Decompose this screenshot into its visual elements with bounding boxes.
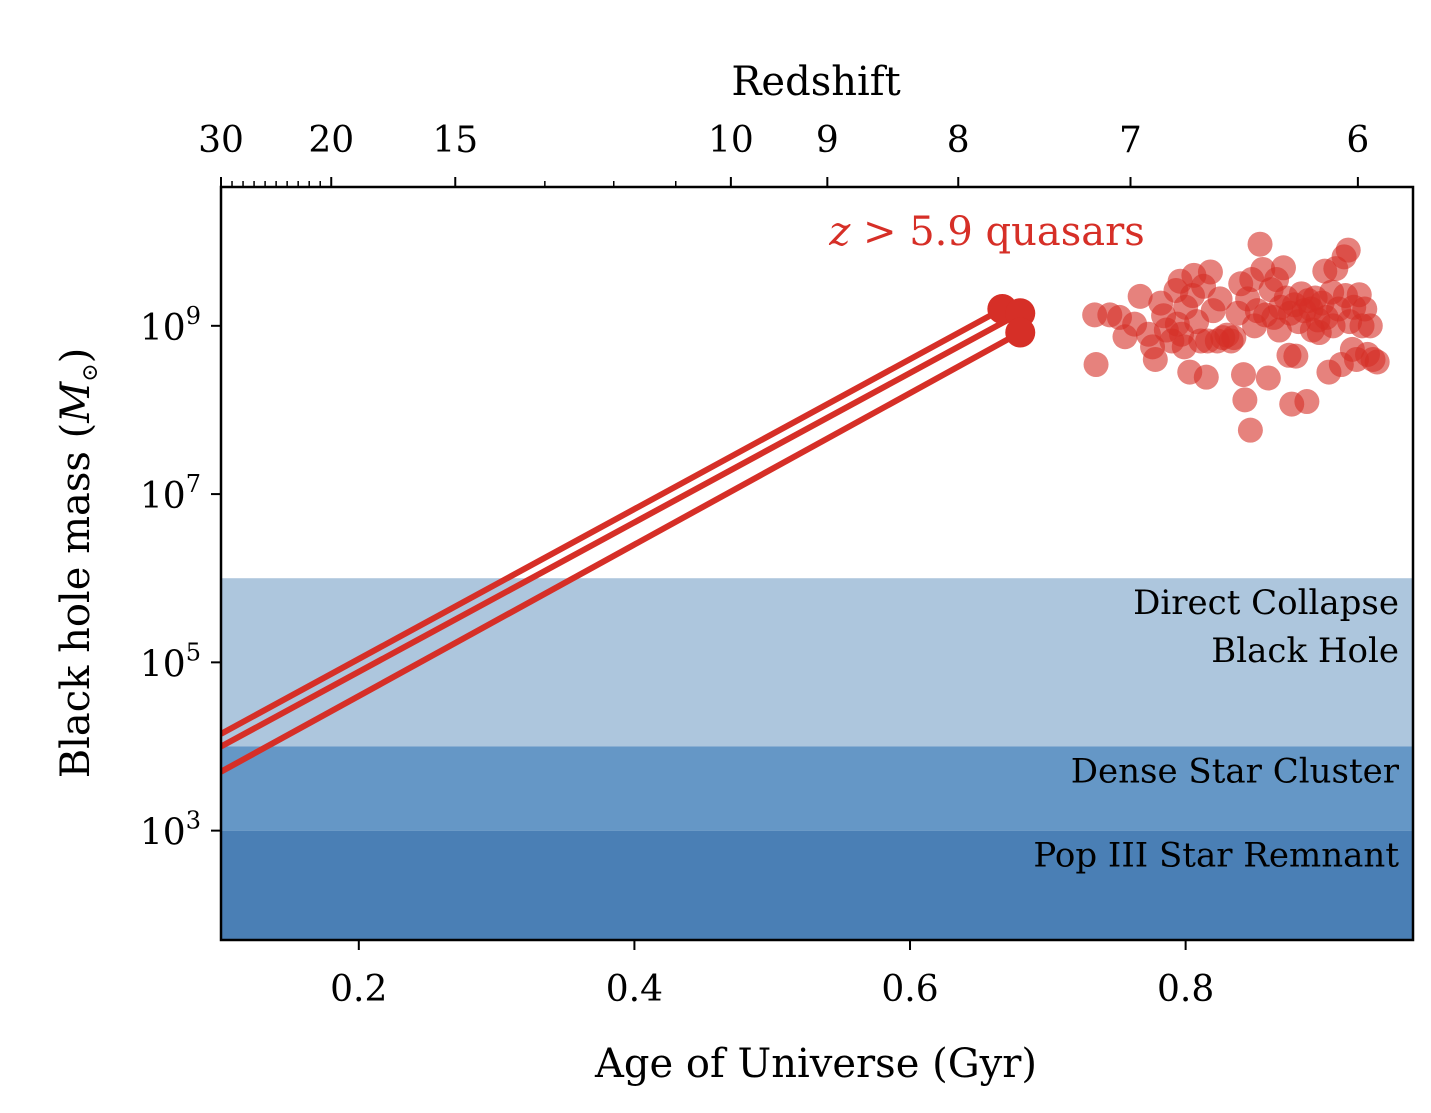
y-tick-label: 105 [140, 638, 201, 685]
y-tick-exponent: 9 [186, 302, 201, 330]
redshift-tick-label: 15 [432, 120, 478, 161]
quasar-point [1207, 286, 1233, 312]
quasar-point [1142, 346, 1168, 372]
x-tick-label: 0.4 [606, 969, 663, 1010]
y-tick-exponent: 5 [186, 638, 201, 666]
quasar-point [1193, 364, 1219, 390]
band-2 [221, 746, 1413, 831]
y-tick-base: 10 [140, 644, 186, 685]
quasar-label: z > 5.9 quasars [828, 209, 1145, 255]
quasar-point [1364, 349, 1390, 375]
quasar-label-z: z [828, 209, 851, 255]
quasar-point [1221, 325, 1247, 351]
quasar-point [1255, 365, 1281, 391]
quasar-point [1237, 417, 1263, 443]
band-label-3-1: Direct Collapse [1133, 583, 1399, 623]
top-axis-title: Redshift [731, 59, 900, 105]
band-label-1: Pop III Star Remnant [1033, 836, 1399, 876]
plot-area: Pop III Star Remnant Dense Star Cluster Di… [221, 231, 1413, 940]
y-axis-title: Black hole mass (M⊙) [53, 348, 103, 779]
y-tick-exponent: 3 [186, 807, 201, 835]
quasar-label-rest: > 5.9 quasars [850, 209, 1145, 255]
band-label-3-2: Black Hole [1211, 631, 1399, 671]
quasar-point [1127, 283, 1153, 309]
growth-track-1 [221, 306, 1004, 737]
plot-frame [219, 185, 1415, 942]
quasar-point [1231, 362, 1257, 388]
growth-track-3 [221, 329, 1022, 775]
quasar-point [1083, 352, 1109, 378]
band-label-2: Dense Star Cluster [1071, 751, 1400, 791]
y-tick-base: 10 [140, 813, 186, 854]
redshift-tick-label: 7 [1119, 120, 1142, 161]
x-tick-label: 0.8 [1157, 969, 1214, 1010]
plot-content: Pop III Star Remnant Dense Star Cluster Di… [221, 231, 1413, 940]
quasar-point [1270, 255, 1296, 281]
redshift-tick-label: 10 [708, 120, 754, 161]
y-axis-title-sun-symbol: ⊙ [78, 363, 103, 381]
y-axis-title-symbol: M [53, 381, 99, 424]
redshift-tick-label: 9 [816, 120, 839, 161]
redshift-tick-label: 20 [308, 120, 354, 161]
quasar-point [1294, 389, 1320, 415]
x-tick-label: 0.6 [881, 969, 938, 1010]
quasar-point [1357, 313, 1383, 339]
redshift-tick-label: 6 [1346, 120, 1369, 161]
y-tick-exponent: 7 [186, 470, 201, 498]
y-axis-title-prefix: Black hole mass ( [53, 423, 99, 779]
y-tick-label: 109 [140, 302, 201, 349]
quasar-point [1247, 231, 1273, 257]
quasar-point [1197, 259, 1223, 285]
y-tick-label: 107 [140, 470, 201, 517]
quasar-point [1283, 343, 1309, 369]
growth-endpoint-3 [1005, 317, 1036, 348]
growth-track-2 [221, 310, 1022, 750]
redshift-tick-label: 8 [947, 120, 970, 161]
x-axis-title: Age of Universe (Gyr) [594, 1041, 1037, 1087]
redshift-tick-label: 30 [198, 120, 244, 161]
y-tick-base: 10 [140, 476, 186, 517]
y-axis-title-suffix: ) [53, 348, 99, 364]
x-tick-label: 0.2 [330, 969, 387, 1010]
y-tick-base: 10 [140, 308, 186, 349]
quasar-point [1335, 237, 1361, 263]
quasar-point [1232, 387, 1258, 413]
band-1 [221, 830, 1413, 940]
y-tick-label: 103 [140, 807, 201, 854]
